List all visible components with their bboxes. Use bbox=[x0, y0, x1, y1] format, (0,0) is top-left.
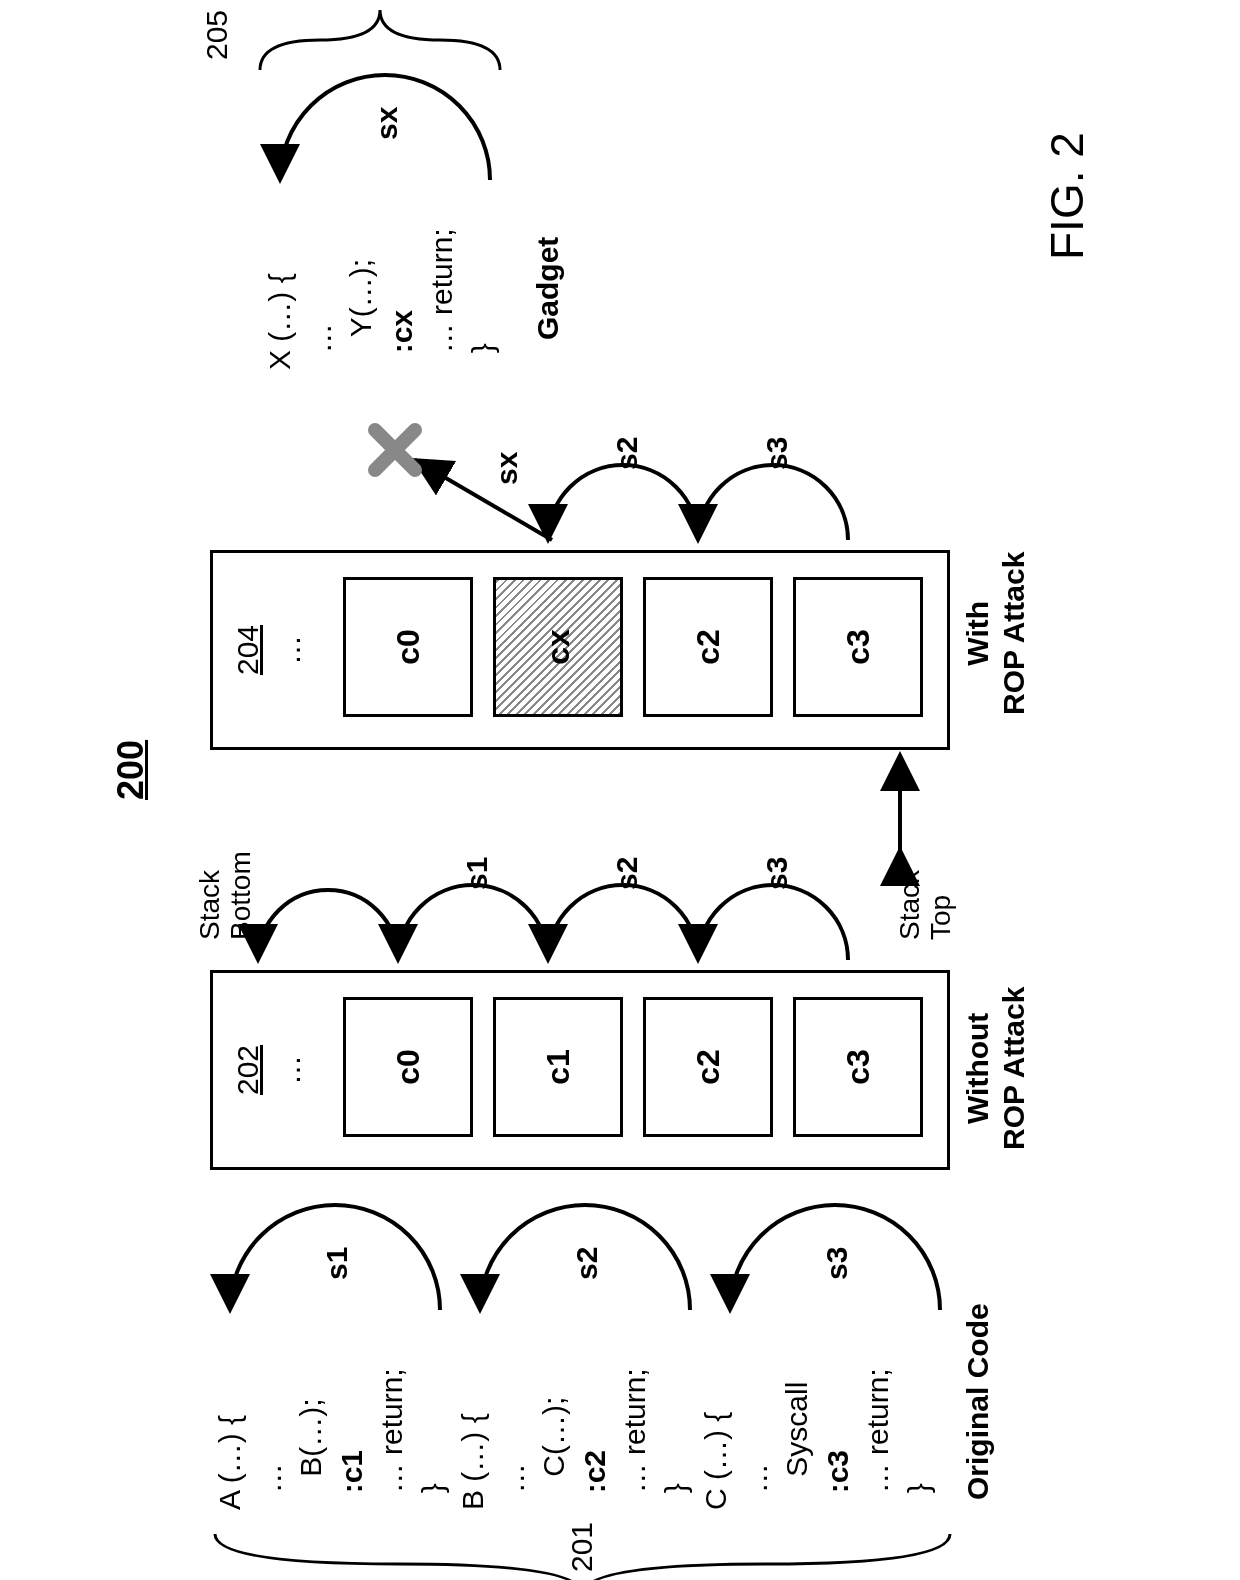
svg-line-0 bbox=[415, 460, 552, 540]
